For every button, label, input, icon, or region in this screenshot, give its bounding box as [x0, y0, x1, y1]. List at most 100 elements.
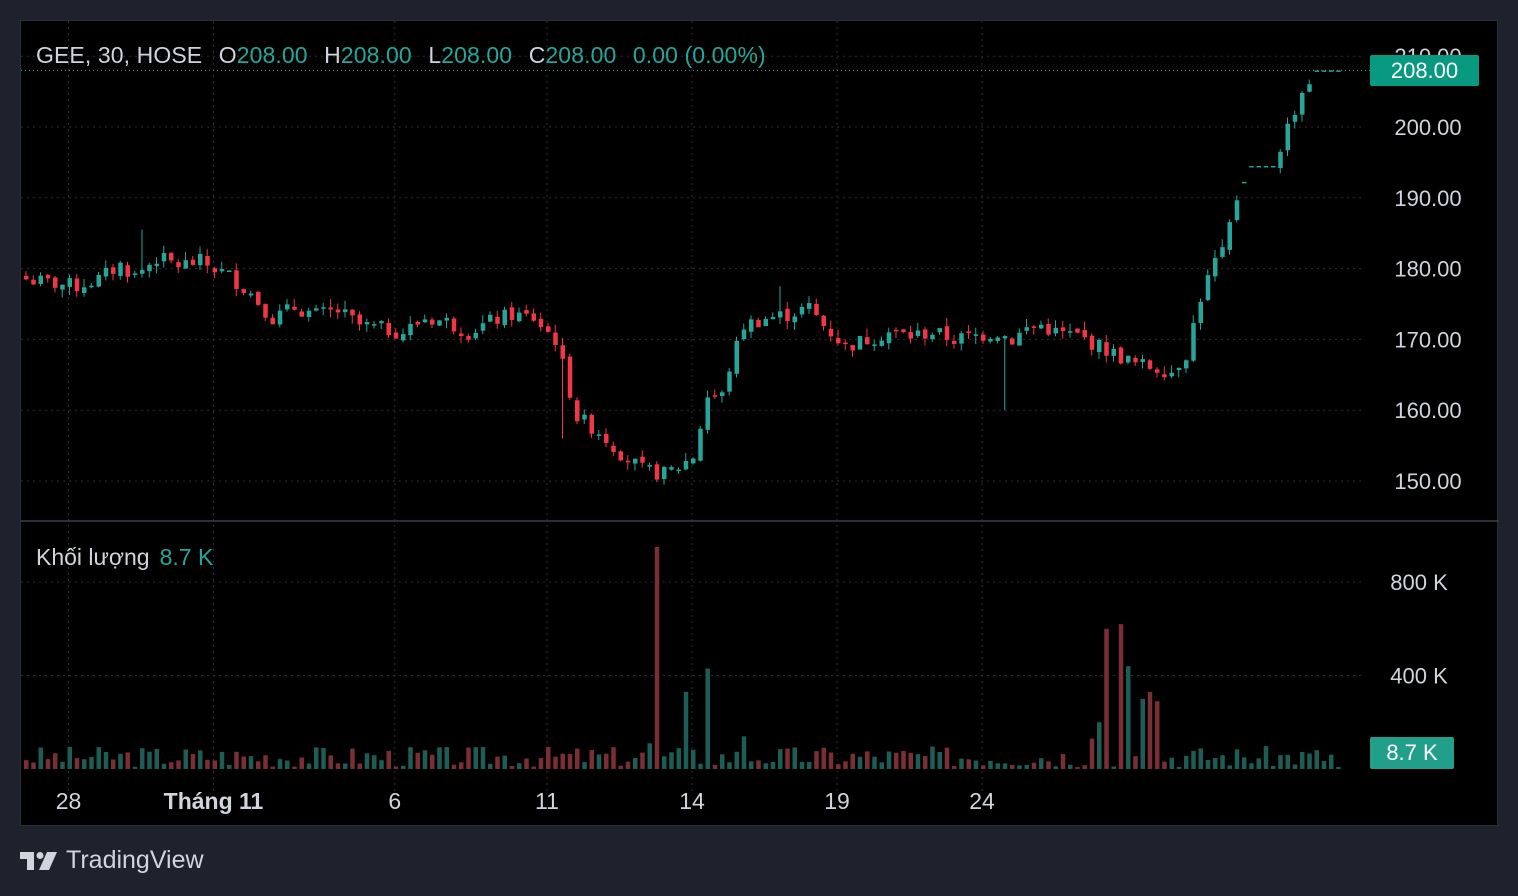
volume-bar	[792, 747, 797, 769]
volume-bar	[734, 751, 739, 769]
high-value: 208.00	[340, 42, 412, 68]
tradingview-brand[interactable]: TradingView	[20, 846, 204, 875]
candle-body	[901, 329, 906, 333]
volume-bar	[785, 748, 790, 769]
candle-body	[1169, 372, 1174, 377]
candle-body	[908, 332, 913, 339]
volume-bar	[988, 760, 993, 769]
volume-bar	[466, 747, 471, 769]
volume-bar	[1227, 765, 1232, 769]
volume-bar	[285, 760, 290, 769]
candle-body	[865, 337, 870, 345]
volume-bar	[705, 668, 710, 769]
volume-bar	[1285, 754, 1290, 769]
symbol-label: GEE, 30, HOSE	[36, 42, 203, 68]
candle-body	[292, 306, 297, 310]
volume-bar	[1271, 765, 1276, 769]
candle-body	[1039, 324, 1044, 329]
candle-body	[1118, 347, 1124, 364]
time-tick-label: 6	[388, 788, 401, 814]
volume-bar	[546, 746, 551, 769]
candle-body	[1024, 327, 1029, 331]
volume-bar	[981, 765, 986, 769]
candle-body	[343, 309, 348, 313]
candle-body	[1292, 115, 1298, 122]
candle-body	[1300, 92, 1305, 115]
candle-body	[756, 319, 761, 328]
volume-bar	[712, 764, 718, 769]
candle-body	[647, 465, 652, 467]
candle-body	[205, 256, 210, 266]
volume-bar	[973, 760, 979, 769]
candle-body	[408, 323, 413, 336]
volume-bar	[1242, 757, 1247, 769]
candle-body	[111, 267, 116, 274]
volume-bar	[517, 763, 522, 769]
volume-legend: Khối lượng 8.7 K	[36, 544, 213, 571]
candle-body	[1285, 123, 1290, 151]
candle-body	[1104, 342, 1109, 356]
candle-body	[1227, 222, 1232, 250]
candle-body	[988, 338, 993, 342]
candle-body	[821, 315, 826, 327]
candle-body	[364, 322, 370, 325]
volume-bar	[531, 766, 536, 769]
volume-bar	[1213, 757, 1218, 769]
candle-body	[633, 458, 638, 464]
candle-body	[879, 340, 884, 346]
candle-body	[1242, 181, 1247, 184]
volume-bar	[1024, 765, 1029, 769]
candle-body	[1278, 151, 1283, 168]
candle-body	[1017, 332, 1022, 346]
candle-body	[1068, 331, 1073, 333]
candle-body	[509, 307, 515, 320]
candle-body	[1046, 323, 1051, 335]
volume-bar	[1314, 750, 1319, 769]
candlestick-chart[interactable]: 150.00160.00170.00180.00190.00200.00210.…	[21, 21, 1499, 827]
candle-body	[531, 313, 536, 321]
volume-bar	[611, 747, 616, 769]
candle-body	[147, 264, 152, 272]
candle-body	[1271, 165, 1276, 168]
candle-body	[444, 317, 449, 321]
volume-bar	[1031, 762, 1037, 769]
candle-body	[995, 337, 1000, 341]
volume-bar	[31, 762, 36, 769]
volume-bar	[741, 736, 747, 769]
open-label: O	[218, 42, 237, 68]
candle-body	[1126, 355, 1131, 363]
candle-body	[437, 320, 442, 326]
candle-body	[553, 332, 558, 345]
volume-bar	[125, 752, 130, 769]
candle-body	[1140, 359, 1145, 363]
ohlc-legend: GEE, 30, HOSE O208.00 H208.00 L208.00 C2…	[36, 42, 766, 69]
volume-bar	[495, 756, 500, 769]
chart-frame[interactable]: 150.00160.00170.00180.00190.00200.00210.…	[20, 20, 1499, 827]
candle-body	[1176, 367, 1182, 371]
volume-bar	[1220, 755, 1225, 769]
volume-bar	[966, 759, 971, 769]
volume-bar	[894, 752, 899, 769]
volume-bar	[1184, 755, 1189, 769]
candle-body	[1002, 336, 1008, 339]
candle-body	[1220, 247, 1225, 257]
candle-body	[785, 308, 790, 322]
candle-body	[227, 270, 232, 273]
candle-body	[495, 316, 500, 324]
candle-body	[705, 397, 710, 430]
volume-bar	[567, 753, 573, 769]
candle-body	[959, 333, 964, 344]
volume-bar	[270, 766, 275, 769]
volume-bar	[1046, 761, 1051, 769]
open-value: 208.00	[236, 42, 308, 68]
candle-body	[256, 291, 261, 305]
volume-bar	[604, 753, 609, 769]
candle-body	[118, 262, 123, 276]
candle-body	[45, 274, 51, 279]
price-tick-label: 200.00	[1394, 115, 1461, 140]
volume-bar	[1336, 766, 1341, 769]
tradingview-logo-icon	[20, 851, 57, 870]
candle-body	[749, 319, 754, 332]
volume-bar	[509, 766, 515, 769]
volume-bar	[553, 756, 558, 769]
